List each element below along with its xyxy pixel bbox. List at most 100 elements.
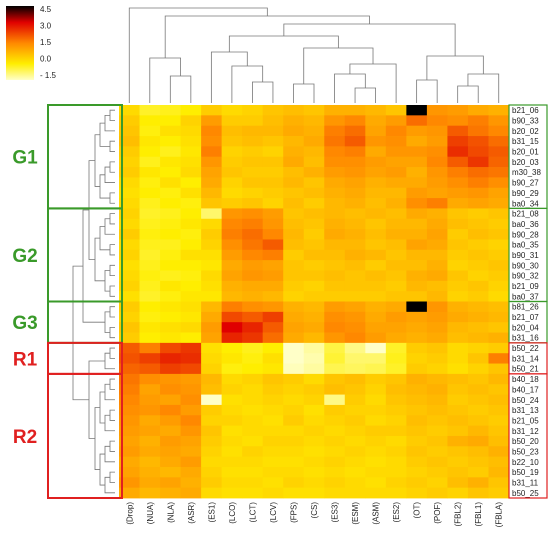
heatmap-cell bbox=[324, 218, 346, 230]
heatmap-cell bbox=[242, 322, 264, 333]
heatmap-cell bbox=[262, 249, 284, 261]
heatmap-cell bbox=[303, 198, 325, 209]
heatmap-cell bbox=[426, 146, 448, 158]
heatmap-cell bbox=[201, 167, 223, 178]
heatmap-cell bbox=[221, 156, 243, 168]
heatmap-cell bbox=[119, 198, 140, 209]
heatmap-cell bbox=[365, 446, 387, 458]
heatmap-cell bbox=[242, 394, 264, 406]
heatmap-cell bbox=[303, 435, 325, 447]
heatmap-cell bbox=[180, 301, 202, 313]
heatmap-cell bbox=[139, 322, 161, 333]
heatmap-cell bbox=[262, 239, 284, 251]
heatmap-cell bbox=[180, 456, 202, 468]
heatmap-cell bbox=[447, 435, 469, 447]
heatmap-cell bbox=[385, 363, 407, 375]
heatmap-cell bbox=[344, 311, 366, 323]
heatmap-cell bbox=[262, 332, 284, 344]
heatmap-cell bbox=[447, 156, 469, 168]
dendrogram-link bbox=[104, 311, 110, 333]
heatmap-cell bbox=[283, 415, 305, 426]
heatmap-cell bbox=[242, 446, 264, 458]
heatmap-cell bbox=[406, 146, 428, 158]
heatmap-cell bbox=[242, 270, 264, 282]
heatmap-cell bbox=[201, 208, 223, 220]
heatmap-cell bbox=[488, 239, 510, 251]
legend-tick-label: 1.5 bbox=[40, 38, 52, 47]
heatmap-cell bbox=[344, 208, 366, 220]
heatmap-cell bbox=[324, 342, 346, 354]
heatmap-cell bbox=[201, 384, 223, 395]
heatmap-cell bbox=[283, 198, 305, 209]
heatmap-cell bbox=[344, 404, 366, 416]
heatmap-cell bbox=[303, 187, 325, 199]
heatmap-cell bbox=[303, 311, 325, 323]
heatmap-cell bbox=[344, 415, 366, 426]
heatmap-cell bbox=[488, 260, 510, 271]
heatmap-cell bbox=[467, 425, 489, 437]
row-label: b20_02 bbox=[512, 127, 539, 136]
heatmap-cell bbox=[385, 477, 407, 489]
heatmap-cell bbox=[180, 229, 202, 240]
row-label: b21_06 bbox=[512, 106, 539, 115]
heatmap-cell bbox=[262, 404, 284, 416]
heatmap-cell bbox=[221, 415, 243, 426]
group-label-box bbox=[508, 373, 548, 499]
heatmap-cell bbox=[119, 415, 140, 426]
heatmap-cell bbox=[488, 249, 510, 261]
heatmap-cell bbox=[242, 239, 264, 251]
heatmap-cell bbox=[119, 322, 140, 333]
heatmap-cell bbox=[447, 125, 469, 137]
heatmap-cell bbox=[283, 466, 305, 478]
dendrogram-link bbox=[426, 55, 484, 80]
heatmap-cell bbox=[385, 280, 407, 292]
dendrogram-link bbox=[109, 140, 115, 152]
heatmap-cell bbox=[119, 115, 140, 127]
heatmap-cell bbox=[324, 415, 346, 426]
heatmap-cell bbox=[221, 322, 243, 333]
heatmap-cell bbox=[119, 353, 140, 364]
heatmap-cell bbox=[180, 363, 202, 375]
heatmap-cell bbox=[344, 115, 366, 127]
heatmap-cell bbox=[262, 466, 284, 478]
heatmap-cell bbox=[201, 291, 223, 302]
heatmap-cell bbox=[467, 146, 489, 158]
heatmap-cell bbox=[303, 125, 325, 137]
dendrogram-link bbox=[109, 326, 115, 339]
heatmap-cell bbox=[426, 125, 448, 137]
heatmap-cell bbox=[303, 446, 325, 458]
heatmap-cell bbox=[344, 177, 366, 189]
heatmap-cell bbox=[344, 125, 366, 137]
heatmap-cell bbox=[180, 311, 202, 323]
heatmap-cell bbox=[221, 218, 243, 230]
heatmap-cell bbox=[385, 332, 407, 344]
heatmap-cell bbox=[221, 280, 243, 292]
heatmap-cell bbox=[344, 270, 366, 282]
row-label: b20_04 bbox=[512, 323, 539, 332]
heatmap-cell bbox=[324, 332, 346, 344]
heatmap-cell bbox=[262, 477, 284, 489]
heatmap-cell bbox=[119, 125, 140, 137]
heatmap-cell bbox=[262, 363, 284, 375]
heatmap-cell bbox=[262, 136, 284, 147]
heatmap-cell bbox=[180, 280, 202, 292]
heatmap-cell bbox=[447, 373, 469, 385]
heatmap-cell bbox=[221, 187, 243, 199]
heatmap-cell bbox=[221, 404, 243, 416]
dendrogram-link bbox=[109, 285, 115, 297]
heatmap-cell bbox=[488, 332, 510, 344]
heatmap-cell bbox=[221, 239, 243, 251]
heatmap-cell bbox=[467, 363, 489, 375]
heatmap-cell bbox=[324, 239, 346, 251]
heatmap-cell bbox=[488, 208, 510, 220]
heatmap-cell bbox=[242, 466, 264, 478]
heatmap-cell bbox=[242, 487, 264, 499]
heatmap-cell bbox=[139, 342, 161, 354]
heatmap-cell bbox=[201, 435, 223, 447]
heatmap-cell bbox=[160, 177, 181, 189]
heatmap-cell bbox=[385, 198, 407, 209]
heatmap-cell bbox=[242, 229, 264, 240]
heatmap-cell bbox=[139, 115, 161, 127]
heatmap-cell bbox=[344, 229, 366, 240]
heatmap-cell bbox=[119, 177, 140, 189]
